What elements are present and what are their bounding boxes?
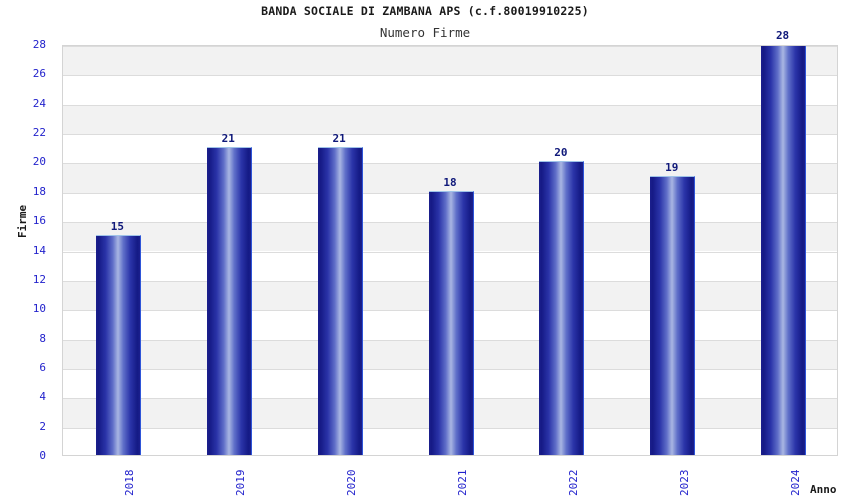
bar-value-label: 19 (665, 161, 679, 175)
bar[interactable] (650, 176, 696, 455)
grid-band (63, 46, 837, 76)
y-axis-tick-label: 10 (32, 302, 46, 316)
bar-value-label: 18 (443, 175, 457, 189)
x-axis-tick-label: 2018 (123, 469, 137, 497)
bar-value-label: 20 (554, 146, 568, 160)
y-axis-tick-label: 24 (32, 96, 46, 110)
x-axis-tick-label: 2019 (234, 469, 248, 497)
bar-value-label: 15 (110, 219, 125, 233)
gridline (63, 75, 837, 77)
gridline (63, 46, 837, 47)
y-axis-title: Firme (16, 204, 29, 238)
y-axis-tick-label: 4 (39, 390, 46, 404)
y-axis-tick-label: 26 (32, 67, 46, 81)
y-axis-tick-label: 20 (32, 155, 46, 169)
gridline (63, 104, 837, 106)
plot-area (62, 45, 838, 456)
y-axis-tick-label: 0 (39, 449, 46, 462)
grid-band (63, 163, 837, 193)
bar[interactable] (428, 190, 474, 455)
chart-title: BANDA SOCIALE DI ZAMBANA APS (c.f.800199… (261, 4, 589, 18)
x-axis-tick-label: 2023 (677, 469, 691, 497)
y-axis-tick-label: 16 (32, 214, 46, 228)
y-axis-tick-label: 14 (32, 243, 46, 257)
y-axis-tick-label: 12 (32, 272, 46, 286)
y-axis-tick-label: 6 (39, 360, 46, 374)
x-axis-tick-label: 2024 (788, 469, 802, 497)
y-axis-tick-label: 2 (39, 419, 46, 433)
y-axis-tick-label: 28 (32, 38, 46, 51)
bar[interactable] (95, 234, 141, 455)
bar[interactable] (317, 146, 363, 455)
chart-subtitle: Numero Firme (379, 25, 471, 40)
bar-value-label: 28 (775, 29, 790, 42)
bar[interactable] (206, 146, 252, 455)
y-axis-tick-label: 22 (32, 126, 46, 140)
x-axis-tick-label: 2021 (456, 469, 469, 497)
y-axis-tick-labels: 0 2 4 6 8 10 12 14 16 18 20 22 24 26 28 (0, 0, 56, 500)
bar-value-label: 21 (332, 131, 346, 145)
gridline (63, 134, 837, 136)
bar[interactable] (761, 46, 807, 455)
grid-band (63, 104, 837, 135)
x-axis-tick-label: 2022 (566, 469, 580, 497)
x-axis-tick-label: 2020 (345, 469, 359, 497)
gridline (63, 163, 837, 165)
y-axis-tick-label: 8 (39, 331, 46, 345)
bar-value-label: 21 (221, 131, 235, 145)
bar[interactable] (539, 161, 585, 455)
x-axis-title: Anno (810, 483, 837, 496)
y-axis-tick-label: 18 (32, 184, 46, 198)
